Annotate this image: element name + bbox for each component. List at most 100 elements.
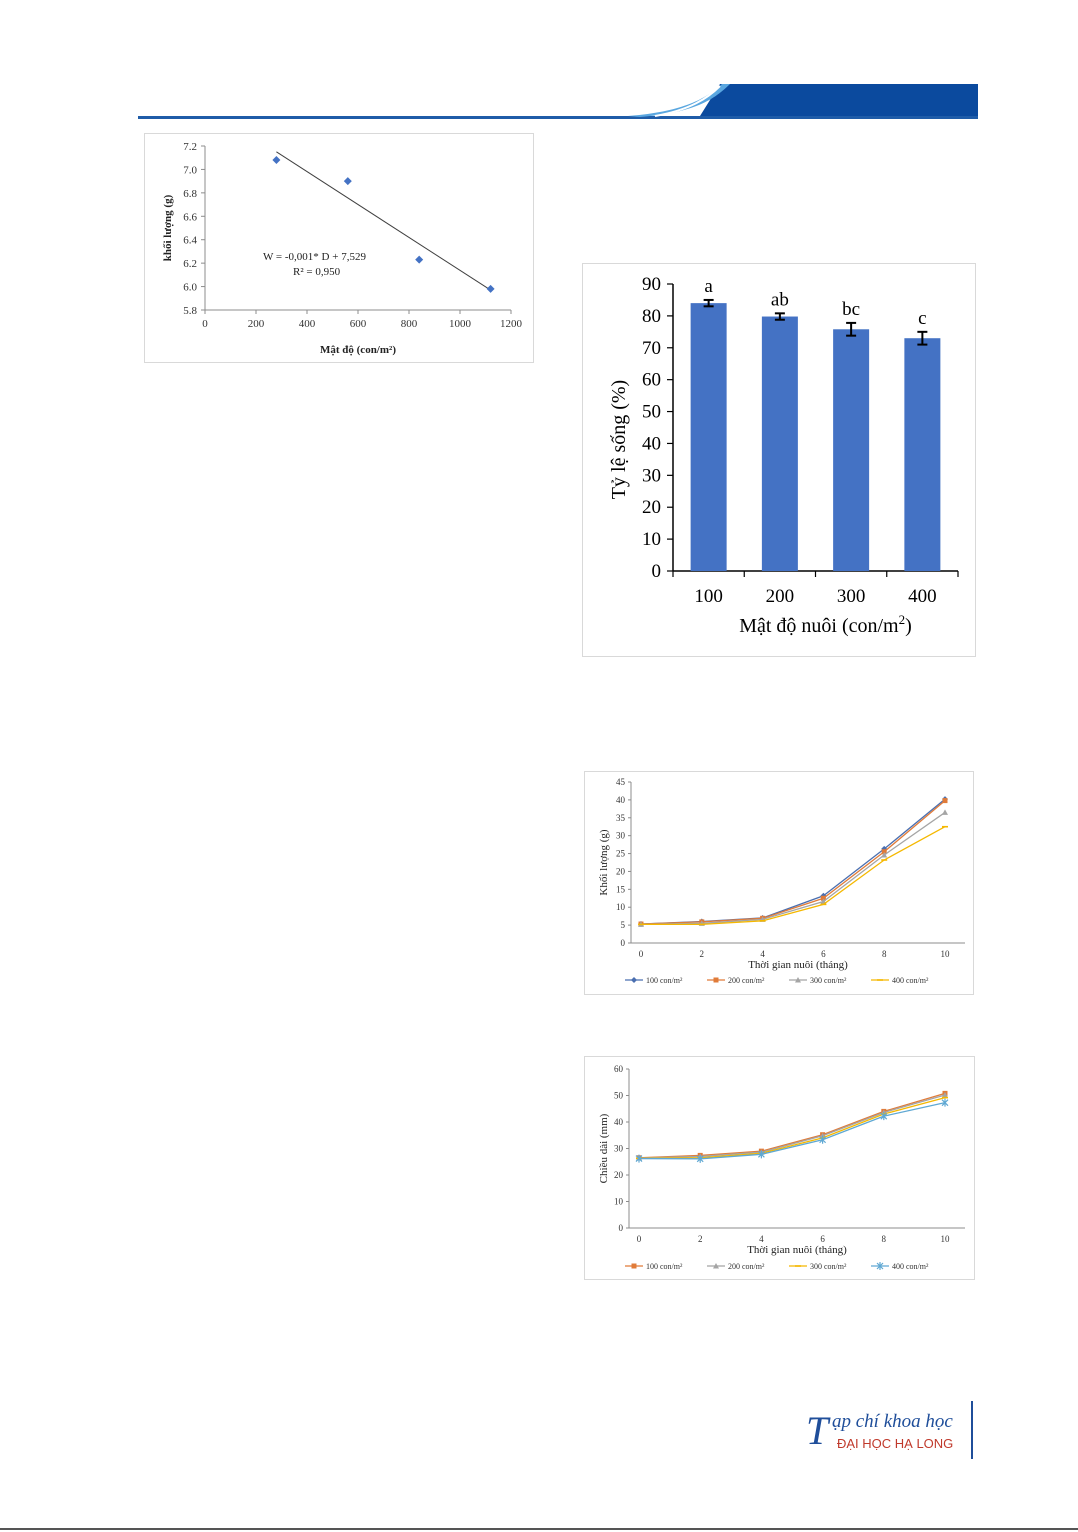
x-tick-label: 4 [760, 949, 765, 959]
x-tick-label: 0 [639, 949, 644, 959]
series-marker [881, 851, 888, 858]
y-tick-label: 60 [614, 1064, 624, 1074]
r-squared-label: R² = 0,950 [293, 266, 341, 278]
series-marker [713, 977, 719, 983]
bar [761, 316, 798, 571]
y-tick-label: 6.0 [183, 282, 197, 294]
significance-letter: c [918, 308, 926, 329]
x-axis-title: Thời gian nuôi (tháng) [747, 1244, 847, 1256]
series-line [641, 826, 946, 926]
y-tick-label: 50 [642, 402, 661, 423]
y-tick-label: 20 [614, 1170, 624, 1180]
regression-equation: W = -0,001* D + 7,529 [263, 251, 366, 263]
y-tick-label: 25 [616, 849, 626, 859]
x-tick-label: 6 [821, 949, 826, 959]
y-tick-label: 5 [621, 920, 626, 930]
header-rule [138, 116, 978, 119]
significance-letter: a [704, 276, 713, 297]
scatter-point [415, 255, 424, 264]
series-line [638, 1102, 946, 1160]
legend-label: 300 con/m² [810, 976, 847, 985]
x-tick-label: 400 [299, 318, 316, 330]
y-tick-label: 70 [642, 338, 661, 359]
legend-label: 300 con/m² [810, 1262, 847, 1271]
x-tick-label: 600 [350, 318, 367, 330]
series-marker [876, 1262, 884, 1270]
y-tick-label: 15 [616, 884, 626, 894]
logo-university: ĐẠI HỌC HẠ LONG [837, 1436, 954, 1451]
logo-divider [971, 1401, 973, 1459]
x-tick-label: 0 [202, 318, 208, 330]
series-marker [820, 895, 826, 901]
series-line [638, 1092, 946, 1159]
y-axis-title: Chiều dài (mm) [598, 1113, 610, 1183]
series-marker [942, 798, 948, 804]
legend-label: 100 con/m² [646, 976, 683, 985]
x-tick-label: 10 [941, 1234, 951, 1244]
y-tick-label: 0 [621, 938, 626, 948]
y-tick-label: 20 [642, 497, 661, 518]
y-tick-label: 20 [616, 866, 626, 876]
x-tick-label: 100 [694, 586, 723, 607]
significance-letter: bc [842, 299, 860, 320]
x-tick-label: 0 [637, 1234, 642, 1244]
significance-letter: ab [771, 289, 789, 310]
y-tick-label: 0 [652, 561, 662, 582]
y-tick-label: 30 [642, 465, 661, 486]
y-tick-label: 6.8 [183, 188, 197, 200]
journal-logo: T ạp chí khoa học ĐẠI HỌC HẠ LONG [800, 1395, 980, 1465]
x-axis-title: Mật độ nuôi (con/m2) [739, 612, 912, 637]
x-tick-label: 8 [882, 1234, 887, 1244]
y-tick-label: 30 [614, 1144, 624, 1154]
weight-line-chart: 0 5 10 15 20 25 30 35 40 45 0 2 4 6 8 10 Thời gian nuôi … [584, 771, 974, 995]
x-tick-label: 8 [882, 949, 887, 959]
x-tick-label: 6 [820, 1234, 825, 1244]
series-marker [941, 1098, 949, 1107]
x-tick-label: 4 [759, 1234, 764, 1244]
y-tick-label: 30 [616, 831, 626, 841]
series-marker [881, 849, 887, 855]
y-tick-label: 80 [642, 306, 661, 327]
scatter-chart: 5.8 6.0 6.2 6.4 6.6 6.8 7.0 7.2 0 200 400 600 800 100… [144, 133, 534, 363]
series-marker [696, 1154, 704, 1163]
y-tick-label: 7.0 [183, 164, 197, 176]
x-tick-label: 1000 [449, 318, 472, 330]
series-line [640, 800, 946, 925]
series-line [640, 798, 946, 925]
x-tick-label: 300 [837, 586, 866, 607]
y-tick-label: 6.2 [183, 258, 197, 270]
x-tick-label: 800 [401, 318, 418, 330]
x-tick-label: 10 [941, 949, 951, 959]
bar [690, 303, 727, 571]
x-axis-title: Thời gian nuôi (tháng) [748, 959, 848, 971]
y-tick-label: 10 [614, 1197, 624, 1207]
series-line [638, 1096, 946, 1159]
y-tick-label: 10 [642, 529, 661, 550]
series-marker [713, 1263, 719, 1269]
y-tick-label: 50 [614, 1091, 624, 1101]
header-band [700, 84, 978, 116]
y-tick-label: 40 [616, 795, 626, 805]
series-marker [757, 1150, 765, 1159]
y-tick-label: 6.4 [183, 235, 197, 247]
series-marker [819, 1135, 827, 1144]
trendline [276, 151, 491, 291]
y-tick-label: 90 [642, 274, 661, 295]
scatter-point [272, 156, 281, 165]
page-header-decoration [138, 84, 978, 119]
footer-rule [0, 1528, 1078, 1530]
x-tick-label: 200 [766, 586, 795, 607]
bar [904, 338, 941, 571]
series-marker [631, 977, 637, 983]
x-tick-label: 200 [248, 318, 265, 330]
x-tick-label: 2 [700, 949, 705, 959]
x-tick-label: 2 [698, 1234, 703, 1244]
x-tick-label: 1200 [500, 318, 523, 330]
series-line [640, 811, 946, 926]
y-tick-label: 40 [642, 433, 661, 454]
y-tick-label: 5.8 [183, 305, 197, 317]
y-tick-label: 45 [616, 777, 626, 787]
y-tick-label: 35 [616, 813, 626, 823]
series-marker [635, 1154, 643, 1163]
survival-bar-chart: 0 10 20 30 40 50 60 70 80 90 a 100 ab 200 bc 300 c 400 Mật… [582, 263, 976, 657]
